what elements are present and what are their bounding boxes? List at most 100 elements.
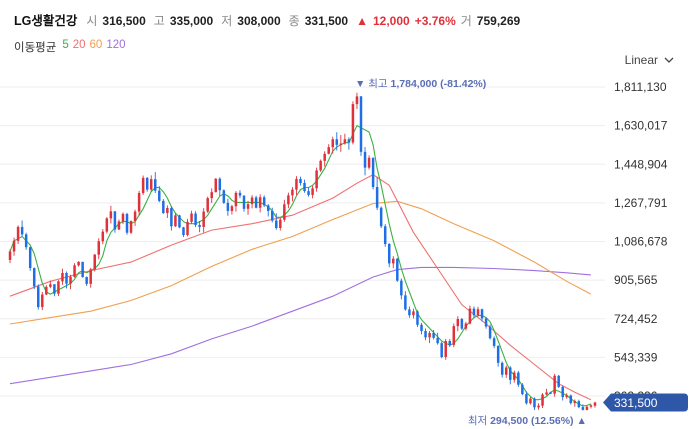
candle-down	[375, 176, 379, 211]
ma-legend-20[interactable]: 20	[72, 39, 86, 51]
candle-body	[270, 210, 274, 221]
max-value: 1,784,000 (-81.42%)	[391, 78, 487, 90]
candle-up	[57, 280, 60, 297]
candle-down	[170, 206, 173, 231]
y-tick-label: 543,339	[614, 350, 658, 364]
up-arrow-icon: ▲	[356, 14, 368, 28]
candle-up	[16, 225, 20, 244]
candle-body	[359, 96, 363, 152]
scale-selector[interactable]: Linear	[625, 53, 674, 67]
candle-body	[210, 192, 213, 199]
candle-down	[262, 195, 266, 208]
candle-up	[129, 220, 133, 234]
candle-up	[339, 135, 343, 152]
candle-body	[202, 211, 205, 227]
ma60-line	[9, 200, 592, 325]
candle-up	[323, 151, 326, 167]
moving-average-legend[interactable]: 이동평균 5 20 60 120	[14, 39, 126, 55]
candle-down	[440, 341, 443, 359]
candle-body	[101, 231, 105, 242]
ma20-line	[9, 174, 592, 401]
candle-up	[545, 388, 548, 396]
ma-legend-60[interactable]: 60	[89, 39, 103, 51]
candle-down	[379, 206, 383, 228]
candle-down	[460, 317, 464, 330]
candle-body	[343, 139, 347, 144]
candle-body	[484, 318, 488, 327]
candle-down	[396, 257, 399, 282]
candle-down	[81, 261, 84, 278]
candle-body	[93, 254, 96, 270]
candle-body	[448, 341, 452, 345]
candle-body	[166, 207, 169, 214]
candle-up	[565, 393, 568, 399]
candle-body	[222, 190, 226, 203]
candle-body	[327, 147, 330, 154]
candle-down	[500, 361, 504, 378]
candle-up	[234, 191, 238, 212]
candle-body	[428, 332, 431, 338]
candle-body	[32, 268, 36, 287]
candle-down	[569, 394, 573, 405]
candle-body	[408, 309, 411, 316]
candle-down	[387, 243, 391, 268]
ma-legend-5[interactable]: 5	[62, 39, 69, 51]
candle-body	[315, 170, 318, 189]
open-value: 316,500	[102, 14, 146, 28]
candle-up	[589, 404, 593, 409]
candle-down	[226, 198, 230, 216]
candle-down	[153, 172, 157, 194]
candle-body	[149, 179, 153, 190]
candle-body	[24, 234, 28, 248]
candle-body	[585, 406, 589, 410]
candle-body	[444, 341, 447, 358]
candle-body	[299, 178, 302, 183]
candle-body	[214, 178, 218, 193]
candle-up	[69, 274, 72, 290]
candle-down	[533, 397, 536, 411]
candle-body	[117, 221, 121, 230]
candle-body	[496, 345, 500, 363]
candle-body	[323, 153, 326, 161]
candle-body	[133, 211, 137, 221]
candle-body	[529, 398, 532, 404]
candle-down	[408, 306, 411, 318]
candle-down	[420, 322, 423, 335]
candle-down	[525, 391, 528, 405]
candle-down	[198, 221, 201, 233]
candle-body	[12, 240, 16, 252]
y-tick-label: 905,565	[614, 273, 658, 287]
candle-body	[230, 206, 234, 211]
candle-down	[436, 332, 439, 345]
candle-body	[129, 220, 133, 233]
moving-average-lines	[9, 124, 592, 407]
candle-body	[311, 188, 314, 195]
candle-up	[41, 291, 44, 311]
candle-down	[303, 179, 306, 193]
candle-body	[379, 207, 383, 227]
candle-body	[488, 326, 492, 339]
candle-body	[573, 401, 577, 404]
candle-up	[206, 196, 209, 213]
candle-body	[476, 309, 480, 316]
candle-down	[488, 324, 492, 340]
ma-legend-120[interactable]: 120	[106, 39, 126, 51]
ma-legend-title: 이동평균	[14, 42, 57, 54]
candle-up	[343, 133, 347, 145]
ma120-line	[9, 266, 591, 385]
y-tick-label: 1,086,678	[614, 235, 668, 249]
candle-up	[327, 144, 330, 155]
candle-body	[319, 160, 322, 171]
candle-up	[121, 212, 125, 225]
scale-label: Linear	[624, 53, 658, 67]
candle-body	[509, 367, 512, 380]
candle-body	[383, 226, 387, 244]
candle-up	[109, 205, 113, 224]
high-value: 335,000	[169, 14, 214, 28]
candle-body	[287, 195, 290, 205]
candle-body	[569, 395, 573, 404]
candle-body	[121, 213, 125, 222]
candle-body	[589, 405, 593, 407]
candle-down	[561, 385, 564, 401]
